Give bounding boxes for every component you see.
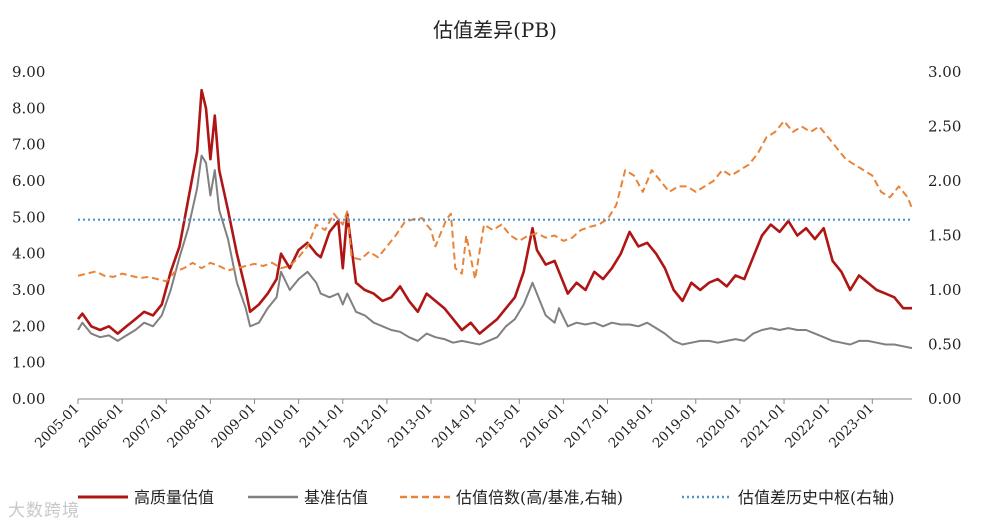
y-tick-label: 2.00 [12, 317, 45, 335]
x-tick-label: 2012-01 [341, 401, 392, 452]
x-tick-label: 2018-01 [605, 401, 656, 452]
y-tick-label: 3.00 [12, 281, 45, 299]
series-line-2 [77, 154, 913, 350]
series-line-3 [77, 120, 913, 283]
x-tick-label: 2013-01 [385, 401, 436, 452]
y-tick-label: 9.00 [12, 63, 45, 81]
x-tick-label: 2011-01 [297, 401, 348, 452]
x-tick-label: 2021-01 [738, 401, 789, 452]
y-tick-label: 8.00 [12, 99, 45, 117]
x-tick-label: 2016-01 [517, 401, 568, 452]
y2-tick-label: 0.00 [928, 390, 961, 408]
x-tick-label: 2020-01 [694, 401, 745, 452]
x-tick-label: 2005-01 [32, 401, 83, 452]
legend-label: 高质量估值 [134, 488, 214, 507]
y-tick-label: 0.00 [12, 390, 45, 408]
series-line-1 [76, 88, 912, 335]
x-tick-label: 2009-01 [208, 401, 259, 452]
legend-label: 估值差历史中枢(右轴) [738, 488, 895, 507]
x-tick-label: 2010-01 [252, 401, 303, 452]
legend-label: 估值倍数(高/基准,右轴) [456, 488, 623, 507]
y-tick-label: 6.00 [12, 172, 45, 190]
y-tick-label: 1.00 [12, 354, 45, 372]
y2-tick-label: 3.00 [928, 63, 961, 81]
x-tick-label: 2022-01 [782, 401, 833, 452]
x-tick-label: 2015-01 [473, 401, 524, 452]
x-tick-label: 2007-01 [120, 401, 171, 452]
y2-tick-label: 1.50 [928, 227, 961, 245]
legend-label: 基准估值 [304, 488, 368, 507]
y-tick-label: 7.00 [12, 136, 45, 154]
y2-tick-label: 1.00 [928, 281, 961, 299]
x-tick-label: 2008-01 [164, 401, 215, 452]
x-tick-label: 2006-01 [76, 401, 127, 452]
y2-tick-label: 2.00 [928, 172, 961, 190]
x-tick-label: 2014-01 [429, 401, 480, 452]
x-tick-label: 2019-01 [650, 401, 701, 452]
y-tick-label: 5.00 [12, 208, 45, 226]
x-tick-label: 2017-01 [561, 401, 612, 452]
y-tick-label: 4.00 [12, 245, 45, 263]
x-tick-label: 2023-01 [826, 401, 877, 452]
y2-tick-label: 2.50 [928, 118, 961, 136]
chart-title: 估值差异(PB) [433, 18, 557, 42]
y2-tick-label: 0.50 [928, 336, 961, 354]
watermark: 大数跨境 [8, 501, 80, 521]
